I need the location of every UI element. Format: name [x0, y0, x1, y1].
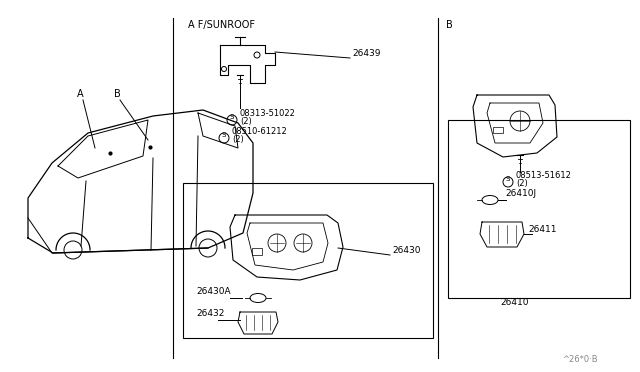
- Text: B: B: [446, 20, 452, 30]
- Text: 26439: 26439: [352, 49, 381, 58]
- Text: 08513-51612: 08513-51612: [516, 171, 572, 180]
- Text: A: A: [77, 89, 83, 99]
- Bar: [183, 183, 433, 338]
- Text: 26432: 26432: [196, 309, 225, 318]
- Text: ^26*0·B: ^26*0·B: [562, 355, 598, 364]
- Text: S: S: [222, 131, 227, 138]
- Text: 26430: 26430: [392, 246, 420, 255]
- Bar: [448, 120, 630, 298]
- Text: S: S: [506, 176, 510, 182]
- Text: B: B: [114, 89, 120, 99]
- Text: 26430A: 26430A: [196, 287, 230, 296]
- Text: S: S: [230, 113, 234, 119]
- Text: 26410J: 26410J: [505, 189, 536, 198]
- Text: (2): (2): [240, 117, 252, 126]
- Bar: [493, 127, 503, 133]
- Text: 08510-61212: 08510-61212: [232, 127, 288, 136]
- Text: (2): (2): [516, 179, 528, 188]
- Text: A F/SUNROOF: A F/SUNROOF: [188, 20, 255, 30]
- Text: (2): (2): [232, 135, 244, 144]
- Text: 26410: 26410: [500, 298, 529, 307]
- Text: 26411: 26411: [528, 225, 557, 234]
- Text: 08313-51022: 08313-51022: [240, 109, 296, 118]
- Bar: [252, 248, 262, 255]
